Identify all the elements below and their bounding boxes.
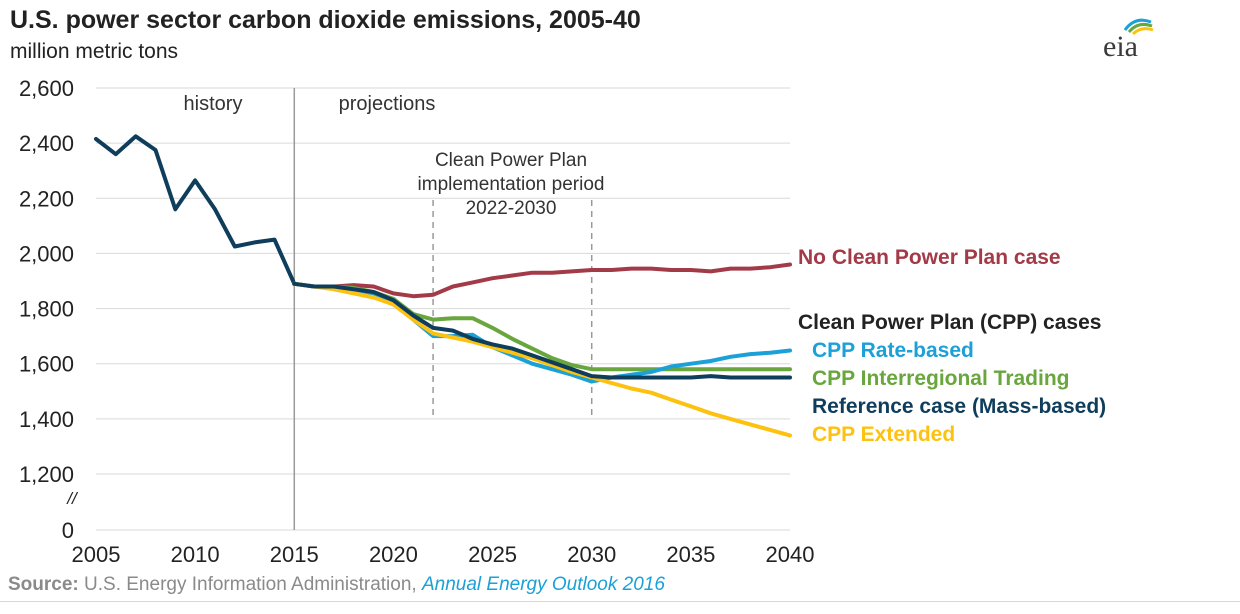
y-tick-label-2400: 2,400 [19, 131, 74, 156]
y-tick-label-2000: 2,000 [19, 241, 74, 266]
annotation-implementation-line1: Clean Power Plan [435, 150, 587, 171]
x-tick-label-2005: 2005 [72, 542, 121, 567]
y-tick-label-0: 0 [62, 518, 74, 543]
legend-group-heading: Clean Power Plan (CPP) cases [798, 311, 1101, 334]
grid-lines [96, 87, 790, 531]
eia-logo-arc-blue [1123, 18, 1152, 31]
bottom-rule [0, 601, 1240, 602]
emissions-chart: 1,200 1,400 1,600 1,800 2,000 2,200 2,400 2,600… [19, 76, 1107, 567]
chart-labels: history projections Clean Power Plan implem… [184, 93, 1107, 446]
y-tick-label-1200: 1,200 [19, 462, 74, 487]
series-line-reference [292, 281, 792, 380]
y-tick-label-1600: 1,600 [19, 352, 74, 377]
series-label-cpp-extended: CPP Extended [812, 423, 955, 446]
source-label: Source: [8, 574, 79, 595]
annotation-implementation-line3: 2022-2030 [466, 198, 557, 219]
x-tick-label-2030: 2030 [567, 542, 616, 567]
source-note: Source: U.S. Energy Information Administ… [8, 574, 665, 596]
chart-title: U.S. power sector carbon dioxide emissio… [10, 6, 641, 34]
series-label-cpp-rate: CPP Rate-based [812, 339, 974, 362]
annotation-implementation-line2: implementation period [418, 174, 605, 195]
series-line-history [94, 134, 297, 286]
eia-logo-arc-green [1127, 23, 1153, 34]
source-agency: U.S. Energy Information Administration, [84, 574, 417, 595]
chart-subtitle: million metric tons [10, 40, 179, 63]
x-tick-label-2015: 2015 [270, 542, 319, 567]
axes: 1,200 1,400 1,600 1,800 2,000 2,200 2,400 2,600… [19, 76, 815, 567]
annotation-history: history [184, 93, 243, 115]
source-publication-link[interactable]: Annual Energy Outlook 2016 [421, 574, 665, 595]
x-tick-label-2020: 2020 [369, 542, 418, 567]
y-tick-label-1800: 1,800 [19, 297, 74, 322]
x-tick-label-2035: 2035 [666, 542, 715, 567]
y-axis-break-mark: // [66, 489, 79, 508]
eia-logo: eia [1103, 18, 1154, 62]
series-label-reference: Reference case (Mass-based) [812, 395, 1106, 418]
x-tick-label-2010: 2010 [171, 542, 220, 567]
y-tick-label-2600: 2,600 [19, 76, 74, 101]
eia-logo-arc-yellow [1131, 27, 1154, 36]
x-tick-label-2025: 2025 [468, 542, 517, 567]
y-tick-label-1400: 1,400 [19, 407, 74, 432]
x-tick-label-2040: 2040 [766, 542, 815, 567]
data-series [94, 134, 792, 438]
annotation-projections: projections [339, 93, 436, 115]
series-line-cpp-extended [292, 281, 792, 438]
y-tick-label-2200: 2,200 [19, 186, 74, 211]
series-line-no-cpp [292, 262, 792, 299]
series-label-no-cpp: No Clean Power Plan case [798, 246, 1061, 269]
eia-logo-text: eia [1103, 30, 1138, 62]
series-label-cpp-interregional: CPP Interregional Trading [812, 367, 1070, 390]
